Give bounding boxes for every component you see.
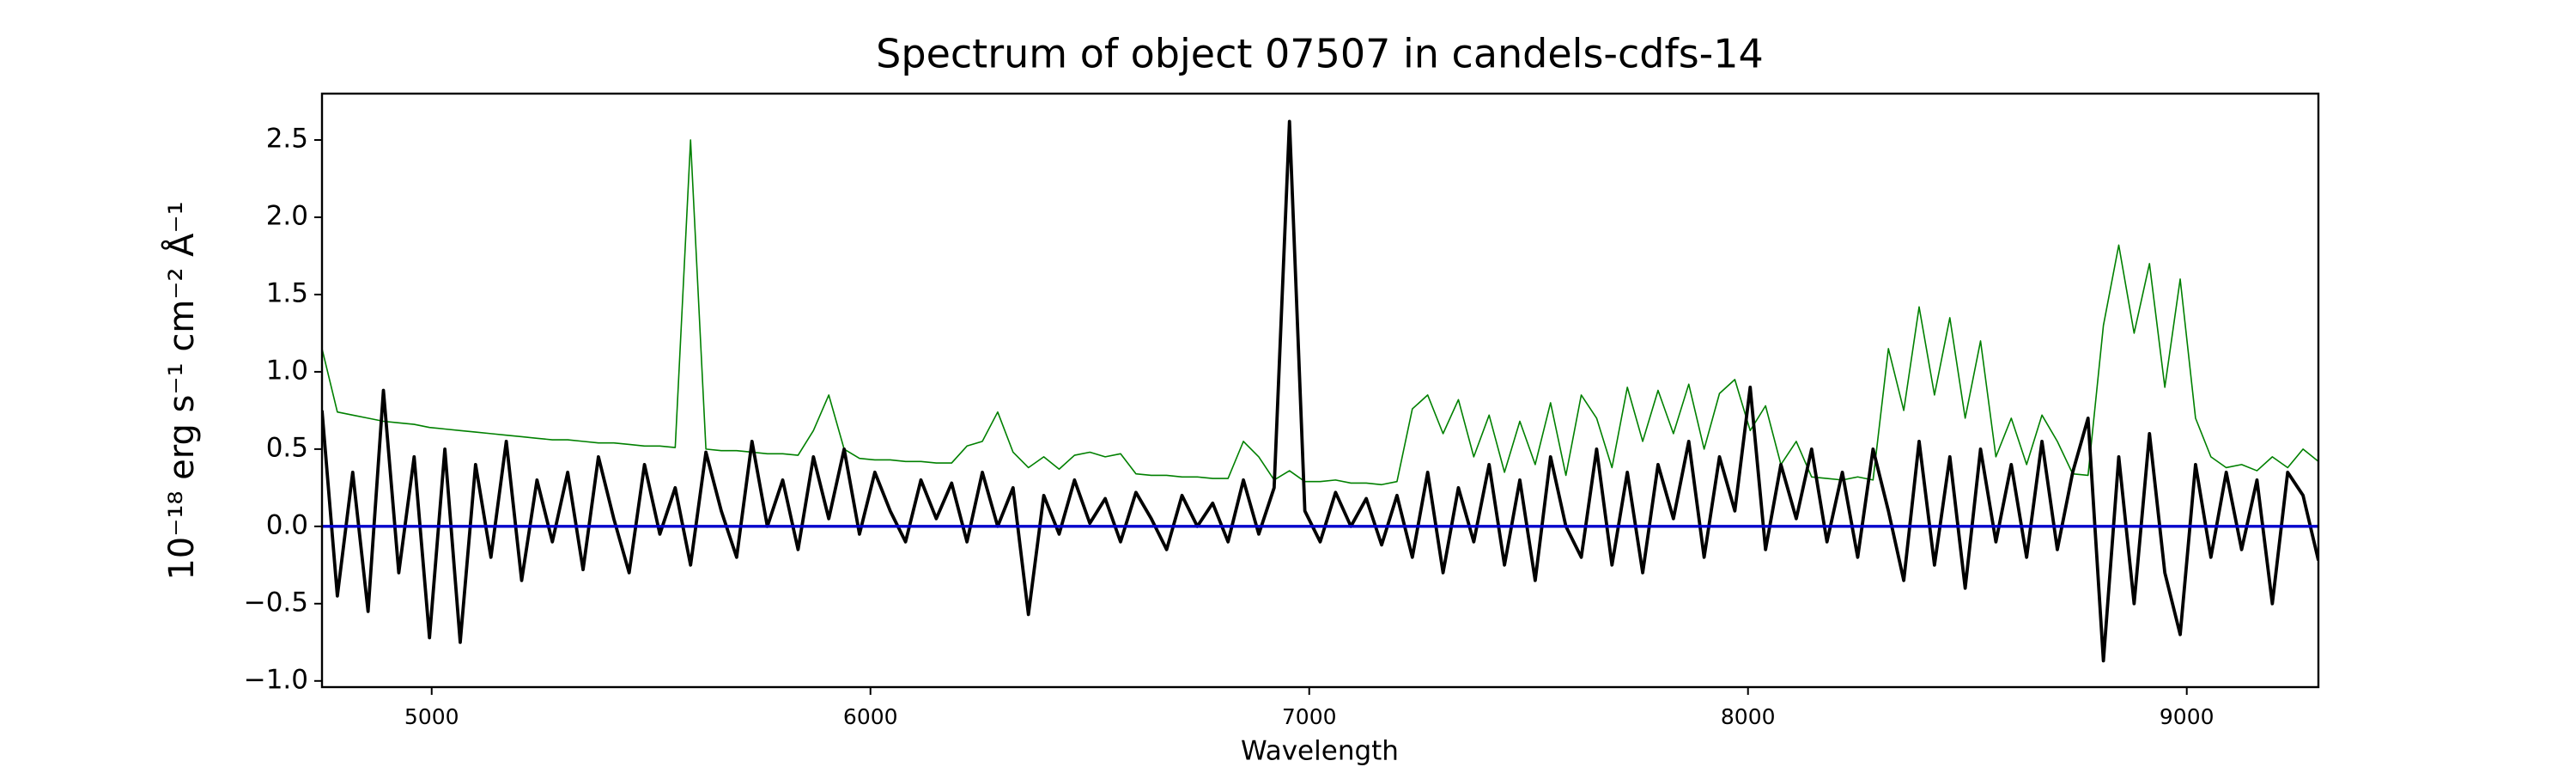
x-tick-label: 5000 bbox=[404, 704, 459, 729]
x-tick-label: 7000 bbox=[1282, 704, 1337, 729]
y-axis-label: 10⁻¹⁸ erg s⁻¹ cm⁻² Å⁻¹ bbox=[161, 201, 202, 580]
axes-frame bbox=[320, 92, 2320, 689]
y-tick-label: 1.5 bbox=[266, 277, 308, 308]
x-tick-label: 9000 bbox=[2160, 704, 2215, 729]
y-tick-label: 2.0 bbox=[266, 200, 308, 231]
chart-title: Spectrum of object 07507 in candels-cdfs… bbox=[876, 31, 1764, 77]
y-tick-label: 0.0 bbox=[266, 509, 308, 540]
y-tick-label: 1.0 bbox=[266, 355, 308, 386]
y-tick-label: −0.5 bbox=[244, 587, 308, 618]
y-tick-label: 0.5 bbox=[266, 432, 308, 463]
plot-area bbox=[322, 119, 2318, 663]
y-tick-label: −1.0 bbox=[244, 664, 308, 695]
x-tick-label: 8000 bbox=[1721, 704, 1776, 729]
x-axis-label: Wavelength bbox=[1241, 736, 1399, 767]
spectrum-line bbox=[322, 119, 2318, 663]
spectrum-line bbox=[322, 139, 2318, 486]
x-tick-label: 6000 bbox=[843, 704, 898, 729]
y-tick-label: 2.5 bbox=[266, 123, 308, 154]
